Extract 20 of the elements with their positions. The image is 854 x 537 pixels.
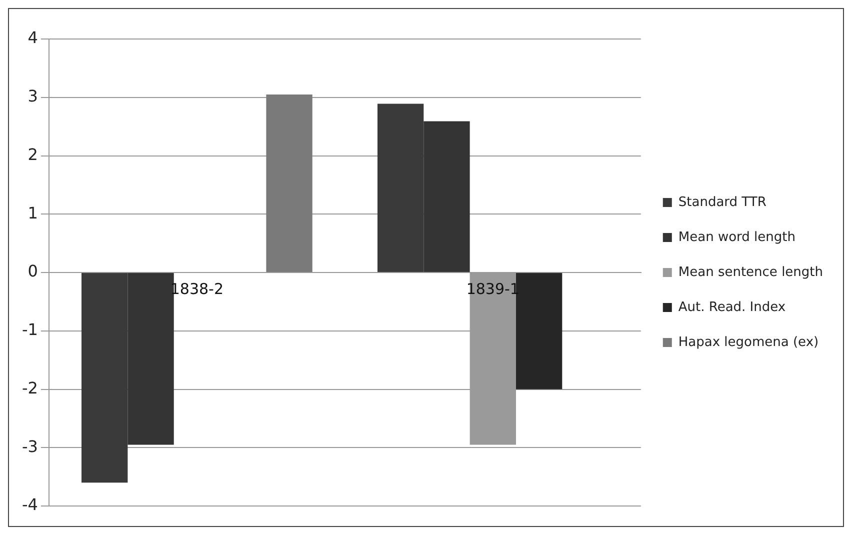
y-tick-label: 0	[28, 262, 38, 281]
y-tick-label: 3	[28, 86, 38, 106]
bar	[470, 273, 516, 445]
legend-label: Mean word length	[678, 230, 796, 245]
bar	[424, 121, 470, 272]
bar	[377, 104, 424, 272]
legend-label: Hapax legomena (ex)	[678, 334, 819, 350]
y-tick-label: 1	[28, 203, 38, 222]
y-tick-label: -1	[22, 320, 38, 340]
bar	[82, 273, 128, 483]
y-tick-label: -4	[22, 495, 38, 514]
legend-label: Mean sentence length	[678, 264, 824, 280]
y-tick-label: -2	[22, 378, 38, 398]
bar	[128, 273, 174, 445]
y-tick-label: -3	[22, 436, 38, 456]
legend-label: Aut. Read. Index	[678, 300, 786, 315]
bar	[266, 94, 312, 272]
y-tick-label: 2	[28, 144, 38, 164]
y-tick-label: 4	[28, 28, 38, 48]
legend-label: Standard TTR	[678, 194, 766, 210]
